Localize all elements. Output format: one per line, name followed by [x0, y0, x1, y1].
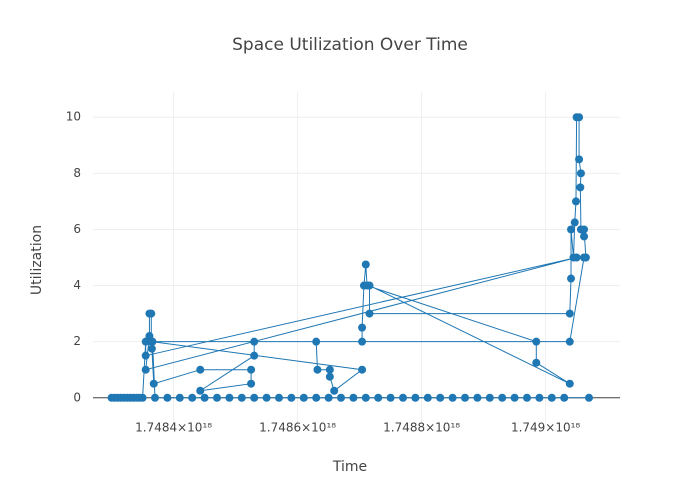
data-point	[571, 197, 580, 206]
data-point	[147, 309, 156, 318]
data-point	[213, 393, 221, 402]
data-point	[535, 393, 544, 402]
data-point	[325, 372, 334, 381]
data-point	[510, 393, 519, 402]
data-point	[399, 393, 407, 402]
data-point	[358, 365, 367, 374]
y-tick-label: 6	[73, 222, 81, 236]
data-point	[498, 393, 507, 402]
data-point	[225, 393, 234, 402]
data-point	[365, 309, 374, 318]
data-point	[570, 218, 579, 227]
data-point	[141, 365, 150, 374]
y-tick-label: 2	[73, 334, 81, 348]
data-point	[262, 393, 271, 402]
data-point	[247, 379, 256, 388]
data-point	[569, 253, 578, 262]
data-point	[461, 393, 469, 402]
data-point	[151, 393, 159, 402]
data-point	[148, 337, 157, 346]
data-point	[411, 393, 420, 402]
data-point	[138, 393, 147, 402]
data-point	[250, 393, 259, 402]
data-point	[200, 393, 209, 402]
data-point	[423, 393, 432, 402]
data-point	[337, 393, 345, 402]
x-tick-label: 1.749×10¹⁸	[511, 421, 580, 435]
data-point	[237, 393, 246, 402]
data-point	[374, 393, 383, 402]
data-point	[485, 393, 494, 402]
data-point	[532, 358, 541, 367]
data-point	[565, 337, 574, 346]
data-point	[576, 183, 585, 192]
y-tick-label: 10	[66, 110, 81, 124]
data-point	[358, 337, 367, 346]
data-point	[575, 113, 584, 122]
data-point	[361, 260, 370, 269]
data-point	[324, 393, 333, 402]
y-axis-title: Utilization	[29, 225, 45, 295]
data-point	[580, 225, 589, 234]
data-point	[149, 379, 158, 388]
data-point	[580, 253, 589, 262]
data-point	[299, 393, 308, 402]
data-point	[196, 365, 205, 374]
data-point	[188, 393, 197, 402]
data-point	[313, 365, 322, 374]
data-point	[250, 351, 259, 360]
data-point	[532, 337, 541, 346]
data-point	[448, 393, 457, 402]
data-point	[547, 393, 556, 402]
data-point	[312, 393, 321, 402]
data-point	[325, 365, 334, 374]
data-point	[473, 393, 482, 402]
data-point	[567, 225, 576, 234]
data-point	[585, 393, 593, 402]
data-point	[247, 365, 256, 374]
data-point	[141, 351, 150, 360]
data-point	[275, 393, 283, 402]
data-point	[196, 386, 205, 395]
data-point	[358, 323, 367, 332]
x-tick-label: 1.7488×10¹⁸	[383, 421, 460, 435]
y-tick-label: 4	[73, 278, 81, 292]
chart-title: Space Utilization Over Time	[232, 35, 468, 55]
data-point	[575, 155, 584, 164]
x-axis-title: Time	[332, 459, 367, 475]
data-point	[567, 274, 576, 283]
data-point	[386, 393, 395, 402]
x-tick-label: 1.7486×10¹⁸	[259, 421, 336, 435]
x-tick-label: 1.7484×10¹⁸	[135, 421, 212, 435]
y-tick-label: 8	[73, 166, 81, 180]
data-point	[163, 393, 172, 402]
data-point	[361, 393, 370, 402]
data-point	[312, 337, 321, 346]
y-tick-label: 0	[73, 390, 81, 404]
data-point	[560, 393, 569, 402]
data-point	[436, 393, 445, 402]
data-point	[287, 393, 296, 402]
data-point	[580, 232, 589, 241]
data-point	[175, 393, 184, 402]
data-point	[349, 393, 358, 402]
data-point	[250, 337, 259, 346]
data-point	[330, 386, 339, 395]
data-point	[365, 281, 374, 290]
data-point	[523, 393, 531, 402]
data-point	[576, 169, 585, 178]
data-point	[565, 309, 574, 318]
data-point	[147, 344, 156, 353]
data-point	[565, 379, 574, 388]
